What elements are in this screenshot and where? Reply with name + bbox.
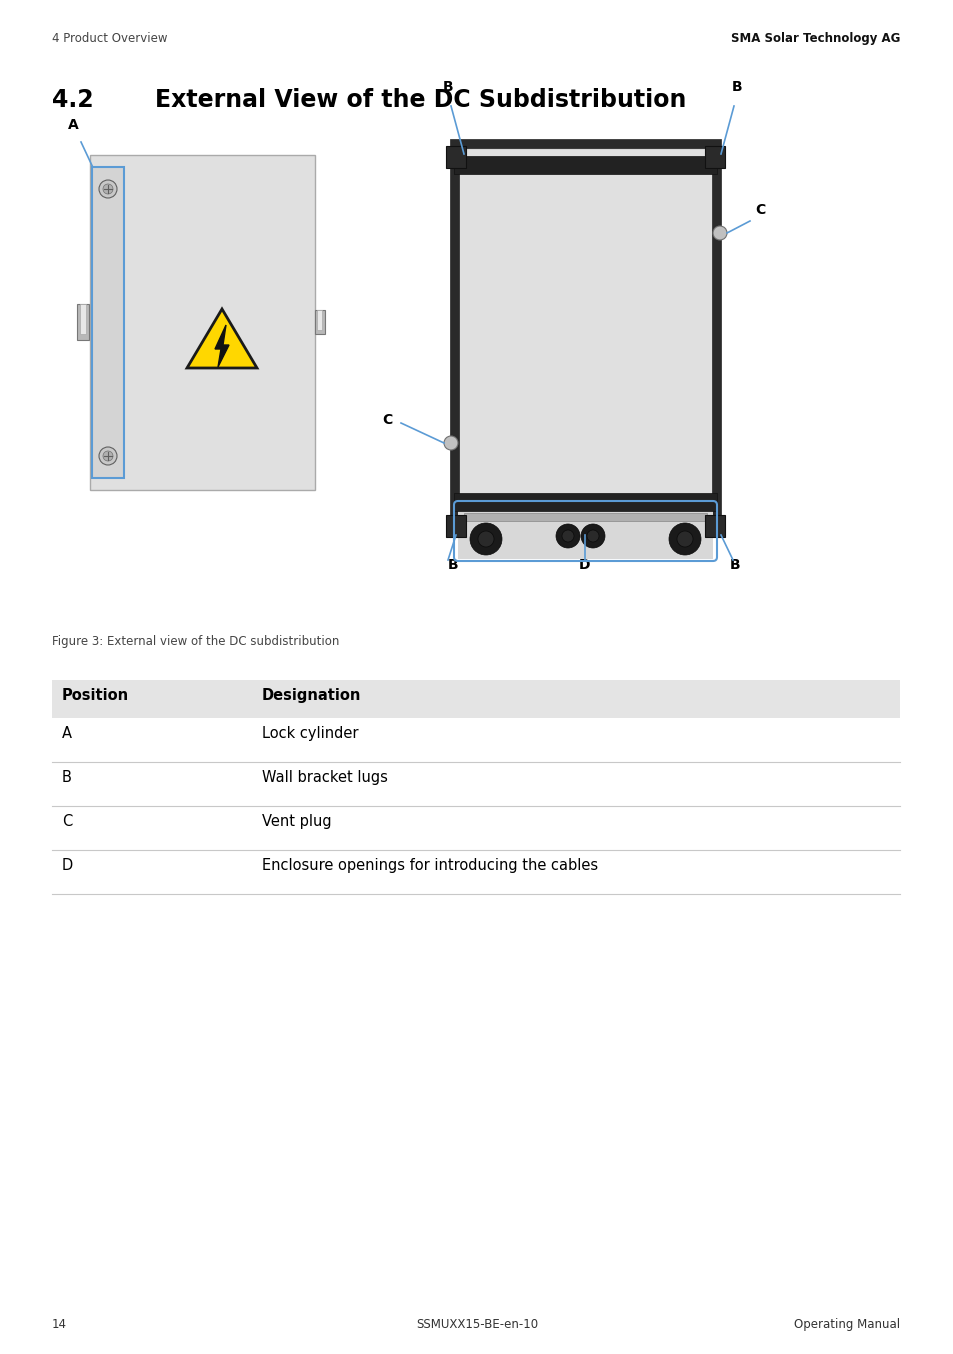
Text: 4.2: 4.2 — [52, 88, 93, 112]
Text: Vent plug: Vent plug — [262, 814, 332, 829]
Circle shape — [677, 531, 692, 547]
Polygon shape — [187, 309, 256, 368]
Bar — [454, 493, 717, 510]
Text: A: A — [68, 118, 78, 131]
Text: Operating Manual: Operating Manual — [793, 1317, 899, 1331]
Text: B: B — [729, 558, 740, 571]
Text: C: C — [62, 814, 72, 829]
Circle shape — [586, 529, 598, 542]
Bar — [455, 144, 717, 516]
Text: Lock cylinder: Lock cylinder — [262, 726, 358, 741]
Text: SMA Solar Technology AG: SMA Solar Technology AG — [730, 32, 899, 45]
Text: Enclosure openings for introducing the cables: Enclosure openings for introducing the c… — [262, 858, 598, 873]
Circle shape — [580, 524, 604, 548]
Text: B: B — [731, 80, 741, 93]
Bar — [457, 148, 712, 513]
Circle shape — [99, 447, 117, 464]
Text: Position: Position — [62, 688, 129, 703]
Bar — [52, 718, 899, 762]
Bar — [446, 515, 465, 538]
Bar — [77, 305, 89, 340]
Text: B: B — [442, 80, 453, 93]
Circle shape — [561, 529, 574, 542]
Circle shape — [477, 531, 494, 547]
Text: SSMUXX15-BE-en-10: SSMUXX15-BE-en-10 — [416, 1317, 537, 1331]
Text: D: D — [62, 858, 73, 873]
Circle shape — [99, 180, 117, 198]
Text: C: C — [754, 203, 764, 217]
Bar — [80, 305, 86, 334]
Text: A: A — [62, 726, 71, 741]
Text: B: B — [447, 558, 457, 571]
Bar — [52, 762, 899, 806]
Bar — [457, 502, 712, 559]
Bar — [316, 310, 322, 330]
Text: C: C — [382, 413, 393, 427]
Text: B: B — [62, 770, 71, 785]
Circle shape — [712, 226, 726, 240]
Text: 14: 14 — [52, 1317, 67, 1331]
Circle shape — [443, 436, 457, 450]
Bar — [463, 513, 706, 521]
Text: Designation: Designation — [262, 688, 361, 703]
Bar — [52, 680, 899, 718]
Text: External View of the DC Subdistribution: External View of the DC Subdistribution — [154, 88, 685, 112]
Bar — [52, 850, 899, 894]
Bar — [446, 146, 465, 168]
Bar — [704, 146, 724, 168]
Bar — [52, 806, 899, 850]
Circle shape — [470, 523, 501, 555]
Text: 4 Product Overview: 4 Product Overview — [52, 32, 168, 45]
Text: D: D — [578, 558, 590, 571]
Bar — [91, 167, 124, 478]
Circle shape — [103, 451, 112, 460]
Bar — [90, 154, 314, 490]
Text: Wall bracket lugs: Wall bracket lugs — [262, 770, 388, 785]
Circle shape — [103, 184, 112, 194]
Circle shape — [556, 524, 579, 548]
Text: Figure 3: External view of the DC subdistribution: Figure 3: External view of the DC subdis… — [52, 635, 339, 649]
Circle shape — [668, 523, 700, 555]
Polygon shape — [214, 325, 229, 367]
Bar — [454, 156, 717, 175]
Bar — [314, 310, 325, 334]
Bar — [704, 515, 724, 538]
